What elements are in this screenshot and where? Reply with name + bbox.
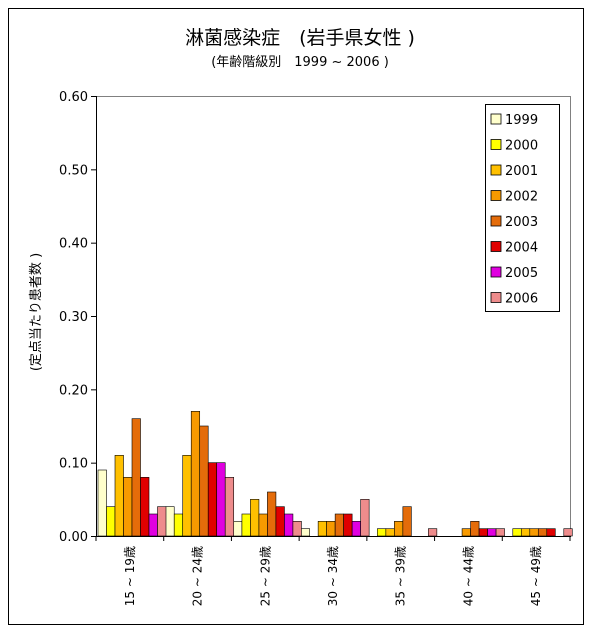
- bar-2003-3: [334, 513, 344, 537]
- bar-group: [97, 411, 573, 537]
- legend-swatch-2004: [490, 241, 502, 252]
- legend-label-2003: 2003: [505, 215, 538, 230]
- legend-swatch-2006: [490, 292, 502, 303]
- legend-swatch-2000: [490, 139, 502, 150]
- bar-2000-4: [377, 528, 387, 537]
- legend-label-1999: 1999: [505, 113, 538, 128]
- bar-2000-6: [512, 528, 522, 537]
- legend-swatch-2005: [490, 266, 502, 278]
- bar-2001-1: [182, 455, 192, 537]
- y-tick-label: 0.00: [59, 530, 88, 545]
- bar-2002-4: [394, 521, 404, 537]
- y-tick-label: 0.10: [59, 457, 88, 472]
- bar-2006-3: [360, 499, 370, 537]
- x-tick-label: 30 ~ 34歳: [326, 546, 340, 606]
- bar-1999-1: [165, 506, 175, 537]
- y-tick-label: 0.20: [59, 383, 88, 398]
- bar-1999-2: [233, 521, 243, 537]
- bar-2003-6: [537, 528, 548, 537]
- legend-label-2005: 2005: [505, 266, 538, 281]
- bar-2003-5: [470, 521, 480, 537]
- bar-2006-4: [428, 528, 438, 537]
- bar-2003-2: [267, 491, 277, 537]
- bar-2001-0: [114, 455, 124, 537]
- legend-label-2006: 2006: [505, 292, 538, 307]
- bar-2006-1: [224, 477, 235, 537]
- bar-1999-3: [300, 528, 310, 537]
- bar-2001-6: [520, 528, 531, 537]
- legend-swatch-1999: [490, 113, 502, 125]
- bar-2000-0: [106, 506, 116, 537]
- bar-2000-2: [241, 513, 251, 537]
- bar-2005-2: [284, 513, 294, 537]
- bar-1999-0: [97, 469, 107, 537]
- legend-label-2002: 2002: [505, 190, 538, 205]
- bar-2006-2: [292, 521, 302, 537]
- legend: 1999 2000 2001 2002 2003 2004 2005 2006: [485, 104, 560, 312]
- chart-title: 淋菌感染症 (岩手県女性 ): [185, 27, 415, 49]
- y-tick-label: 0.40: [59, 237, 88, 252]
- bar-2005-5: [487, 528, 497, 537]
- y-tick-label: 0.60: [59, 90, 88, 105]
- bar-2004-5: [478, 528, 488, 537]
- legend-swatch-2002: [490, 190, 502, 201]
- bar-2005-1: [216, 462, 226, 537]
- legend-label-2000: 2000: [505, 139, 538, 154]
- bar-2006-6: [563, 528, 573, 537]
- bar-2006-0: [157, 506, 167, 537]
- bar-2002-3: [326, 521, 336, 537]
- legend-label-2004: 2004: [505, 241, 538, 256]
- x-tick-label: 20 ~ 24歳: [191, 546, 205, 606]
- bar-2000-1: [173, 513, 184, 537]
- y-tick-label: 0.30: [59, 310, 88, 325]
- legend-swatch-2001: [490, 164, 502, 176]
- bar-2002-0: [123, 477, 133, 537]
- bar-2004-0: [140, 477, 150, 537]
- bar-2004-1: [207, 462, 218, 537]
- bar-2004-3: [343, 513, 353, 537]
- bar-2001-3: [317, 521, 327, 537]
- bar-2001-4: [385, 528, 395, 537]
- x-tick-label: 25 ~ 29歳: [258, 546, 272, 606]
- bar-2005-3: [351, 521, 361, 537]
- bar-2002-6: [529, 528, 539, 537]
- x-tick-label: 40 ~ 44歳: [461, 546, 475, 606]
- x-tick-label: 45 ~ 49歳: [529, 546, 543, 606]
- x-tick-label: 35 ~ 39歳: [394, 546, 408, 606]
- bar-2003-1: [199, 425, 209, 537]
- x-tick-labels: 15 ~ 19歳 20 ~ 24歳 25 ~ 29歳 30 ~ 34歳 35 ~ 39歳…: [95, 536, 571, 606]
- legend-label-2001: 2001: [505, 164, 538, 179]
- bar-2003-4: [402, 506, 412, 537]
- bar-2002-1: [190, 411, 201, 537]
- y-axis-label: (定点当たり患者数 ): [29, 253, 44, 371]
- bar-2003-0: [131, 418, 141, 537]
- x-tick-label: 15 ~ 19歳: [123, 546, 137, 606]
- bar-2002-2: [258, 513, 268, 537]
- bar-2001-2: [250, 499, 260, 537]
- legend-swatch-2003: [490, 215, 502, 227]
- chart-subtitle: (年齢階級別 1999 ~ 2006 ): [211, 55, 389, 70]
- bar-2002-5: [461, 528, 471, 537]
- bar-2004-6: [546, 528, 556, 537]
- y-tick-label: 0.50: [59, 163, 88, 178]
- y-tick-labels: 0.00 0.10 0.20 0.30 0.40 0.50 0.60: [59, 90, 96, 545]
- bar-2005-0: [148, 513, 158, 537]
- bar-2004-2: [275, 506, 285, 537]
- bar-2006-5: [495, 528, 505, 537]
